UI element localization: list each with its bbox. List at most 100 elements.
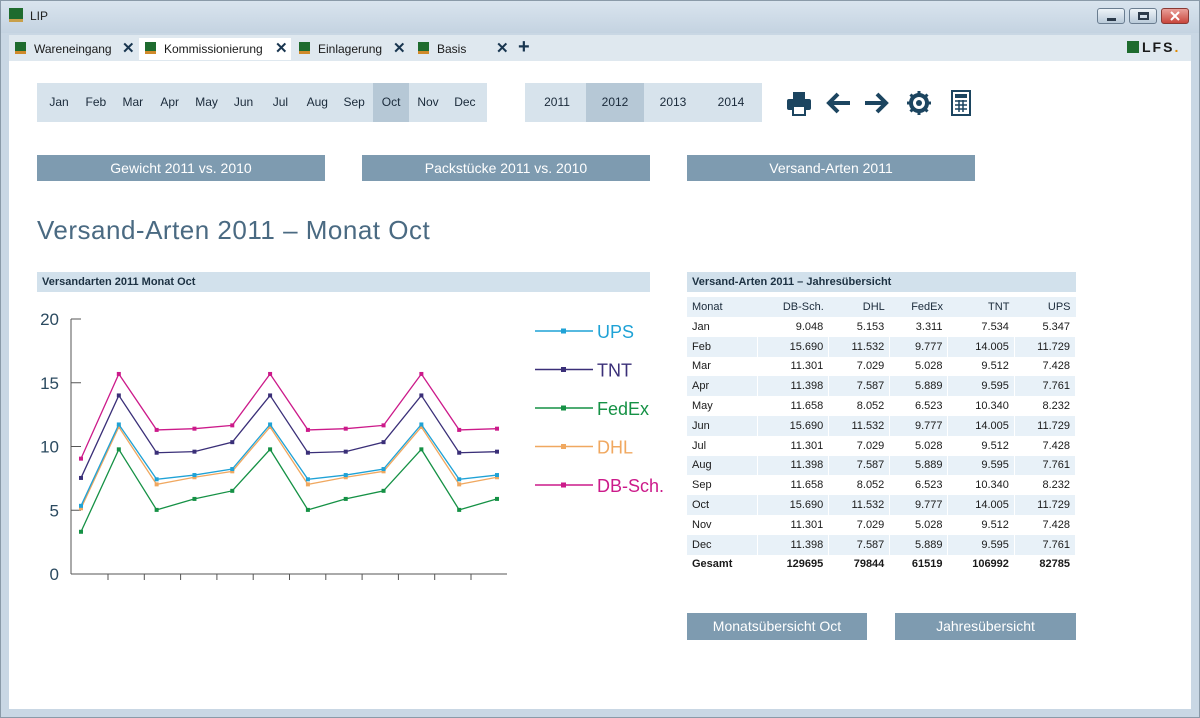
month-jan[interactable]: Jan: [49, 95, 69, 109]
app-icon: [9, 8, 23, 22]
table-cell: 11.301: [757, 356, 830, 377]
year-2013[interactable]: 2013: [659, 95, 687, 109]
arrow-left-icon[interactable]: [824, 89, 852, 117]
table-row[interactable]: Dec 11.398 7.587 5.889 9.595 7.761: [687, 534, 1077, 555]
year-2011[interactable]: 2011: [544, 95, 570, 109]
series-line-dbsch: [80, 372, 498, 459]
tab-einlagerung[interactable]: Einlagerung ✕: [293, 38, 410, 60]
month-oct[interactable]: Oct: [373, 83, 410, 122]
table-cell: Apr: [687, 376, 759, 397]
table-cell: 8.232: [1014, 396, 1077, 416]
data-point: [419, 393, 424, 398]
table-row[interactable]: Feb 15.690 11.532 9.777 14.005 11.729: [687, 336, 1077, 357]
data-point: [305, 450, 310, 455]
year-2012[interactable]: 2012: [586, 83, 644, 122]
data-point: [230, 467, 235, 472]
month-apr[interactable]: Apr: [160, 95, 180, 109]
report-button-packstuecke[interactable]: Packstücke 2011 vs. 2010: [362, 155, 650, 181]
table-cell: 11.729: [1014, 336, 1077, 357]
table-cell: 8.232: [1014, 475, 1077, 496]
data-point: [419, 422, 424, 427]
data-point: [192, 449, 197, 454]
data-point: [495, 426, 499, 431]
table-cell: 7.029: [828, 514, 891, 535]
column-header[interactable]: DB-Sch.: [757, 297, 829, 317]
month-mar[interactable]: Mar: [122, 95, 144, 109]
yearly-overview-button[interactable]: Jahresübersicht: [895, 613, 1076, 640]
column-header[interactable]: DHL: [828, 297, 890, 317]
month-jul[interactable]: Jul: [272, 95, 289, 109]
table-row[interactable]: Jan 9.048 5.153 3.311 7.534 5.347: [687, 317, 1077, 337]
minimize-button[interactable]: [1097, 8, 1125, 24]
arrow-right-icon[interactable]: [863, 89, 891, 117]
gear-icon[interactable]: [905, 89, 933, 117]
table-cell: 7.761: [1014, 376, 1077, 397]
table-row[interactable]: Aug 11.398 7.587 5.889 9.595 7.761: [687, 455, 1077, 476]
month-dec[interactable]: Dec: [454, 95, 476, 109]
column-header[interactable]: FedEx: [889, 297, 948, 317]
tab-basis[interactable]: Basis ✕: [412, 38, 512, 60]
tab-bar: Wareneingang ✕ Kommissionierung ✕ Einlag…: [9, 35, 1191, 61]
printer-icon[interactable]: [785, 89, 813, 117]
year-2014[interactable]: 2014: [717, 95, 745, 109]
maximize-button[interactable]: [1129, 8, 1157, 24]
month-jun[interactable]: Jun: [233, 95, 254, 109]
column-header[interactable]: TNT: [947, 297, 1015, 317]
data-point: [79, 529, 83, 534]
tab-kommissionierung[interactable]: Kommissionierung ✕: [139, 38, 291, 60]
data-point: [230, 488, 235, 493]
report-button-versand-arten[interactable]: Versand-Arten 2011: [687, 155, 975, 181]
column-header[interactable]: UPS: [1014, 297, 1076, 317]
table-cell: 7.534: [947, 317, 1015, 337]
total-cell: 82785: [1014, 554, 1077, 575]
lfs-logo: LFS.: [1127, 39, 1180, 55]
report-button-gewicht[interactable]: Gewicht 2011 vs. 2010: [37, 155, 325, 181]
table-cell: 11.398: [757, 455, 830, 476]
tab-label: Einlagerung: [318, 42, 383, 56]
year-selector: 2011 2012 2013 2014: [525, 83, 762, 122]
table-row[interactable]: May 11.658 8.052 6.523 10.340 8.232: [687, 396, 1077, 416]
tab-close-icon[interactable]: ✕: [393, 40, 406, 57]
table-row[interactable]: Oct 15.690 11.532 9.777 14.005 11.729: [687, 495, 1077, 515]
calculator-icon[interactable]: [947, 89, 975, 117]
table-row[interactable]: Nov 11.301 7.029 5.028 9.512 7.428: [687, 514, 1077, 535]
data-point: [343, 473, 348, 478]
tab-close-icon[interactable]: ✕: [275, 40, 288, 57]
legend-marker: [561, 405, 566, 411]
table-cell: 7.428: [1014, 356, 1077, 377]
close-window-button[interactable]: [1161, 8, 1189, 24]
legend-label: DHL: [597, 438, 633, 458]
data-point: [343, 496, 348, 501]
table-cell: Mar: [687, 356, 759, 377]
table-cell: 10.340: [947, 396, 1015, 416]
close-icon: [1170, 11, 1180, 21]
table-cell: Dec: [687, 534, 759, 555]
column-header[interactable]: Monat: [687, 297, 758, 317]
table-cell: Oct: [687, 495, 759, 515]
month-aug[interactable]: Aug: [306, 95, 328, 109]
table-cell: Nov: [687, 514, 759, 535]
module-icon: [418, 42, 429, 54]
month-sep[interactable]: Sep: [343, 95, 365, 109]
month-feb[interactable]: Feb: [85, 95, 107, 109]
data-point: [116, 393, 121, 398]
tab-close-icon[interactable]: ✕: [496, 40, 509, 57]
monthly-overview-button[interactable]: Monatsübersicht Oct: [687, 613, 867, 640]
tab-wareneingang[interactable]: Wareneingang ✕: [9, 38, 137, 60]
table-row[interactable]: Mar 11.301 7.029 5.028 9.512 7.428: [687, 356, 1077, 377]
table-row[interactable]: Sep 11.658 8.052 6.523 10.340 8.232: [687, 475, 1077, 496]
table-cell: 7.587: [828, 534, 891, 555]
data-point: [419, 424, 424, 429]
add-tab-icon[interactable]: +: [518, 36, 530, 58]
data-point: [419, 447, 424, 452]
table-cell: 15.690: [757, 415, 830, 436]
tab-close-icon[interactable]: ✕: [122, 40, 135, 57]
month-may[interactable]: May: [195, 95, 218, 109]
table-row[interactable]: Jun 15.690 11.532 9.777 14.005 11.729: [687, 415, 1077, 436]
data-point: [230, 469, 235, 474]
month-nov[interactable]: Nov: [417, 95, 439, 109]
table-row[interactable]: Apr 11.398 7.587 5.889 9.595 7.761: [687, 376, 1077, 397]
legend-marker: [561, 367, 566, 372]
table-row[interactable]: Jul 11.301 7.029 5.028 9.512 7.428: [687, 435, 1077, 456]
data-point: [154, 427, 159, 432]
